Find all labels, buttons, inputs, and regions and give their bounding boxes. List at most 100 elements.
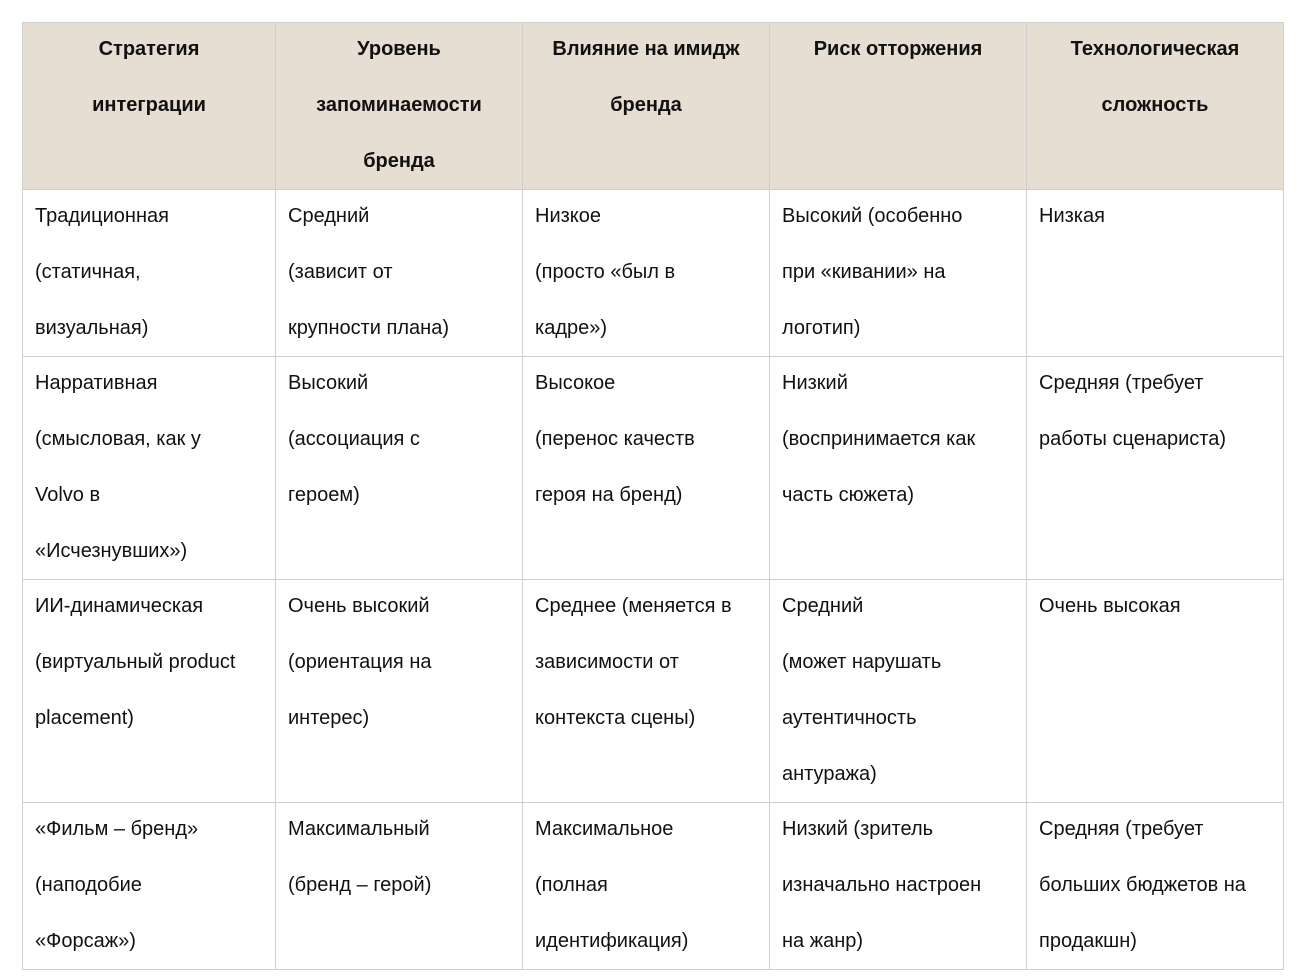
table-row: Нарративная (смысловая, как у Volvo в «Исче… [22,355,1284,580]
table-cell: Очень высокий (ориентация на интерес) [275,578,523,803]
cell-line: (бренд – герой) [288,874,432,896]
cell-content: Стратегия интеграции [35,21,263,133]
table-cell: Среднее (меняется в зависимости от контекс… [522,578,770,803]
table-cell: Очень высокая [1026,578,1284,803]
header-cell: Стратегия интеграции [22,21,276,190]
cell-line: Влияние на имидж [552,38,740,60]
cell-content: Низкий (зритель изначально настроен на жан… [782,801,1014,969]
cell-line: placement) [35,707,134,729]
cell-content: Низкий (воспринимается как часть сюжета) [782,355,1014,523]
table-cell: Средний (может нарушать аутентичность антур… [769,579,1027,803]
cell-line: (ориентация на [288,651,432,673]
cell-line: (просто «был в [535,261,676,283]
cell-line: (может нарушать [782,651,942,673]
cell-line: ИИ-динамическая [35,595,204,617]
cell-content: Очень высокая [1039,578,1271,634]
table-cell: Максимальное (полная идентификация) [522,801,770,970]
cell-line: (виртуальный product [35,651,236,673]
cell-line: Низкая [1039,205,1105,227]
cell-line: (перенос качеств [535,428,695,450]
cell-content: Средний (зависит от крупности плана) [288,188,510,356]
cell-content: Низкая [1039,188,1271,244]
cell-line: Традиционная [35,205,169,227]
table-cell: Высокий (ассоциация с героем) [275,355,523,580]
cell-content: Низкое (просто «был в кадре») [535,188,757,356]
cell-line: Уровень [357,38,441,60]
cell-line: Volvo в [35,484,101,506]
cell-line: «Форсаж») [35,930,136,952]
header-row: Стратегия интеграции Уровень запоминаемости… [22,21,1284,190]
table-cell: Максимальный (бренд – герой) [275,801,523,970]
cell-line: Максимальное [535,818,674,840]
cell-content: Традиционная (статичная, визуальная) [35,188,263,356]
header-cell: Влияние на имидж бренда [522,21,770,190]
cell-line: (воспринимается как [782,428,976,450]
table-cell: «Фильм – бренд» (наподобие «Форсаж») [22,801,276,970]
cell-line: Средний [288,205,370,227]
table-cell: Средняя (требует больших бюджетов на прода… [1026,801,1284,970]
cell-line: интеграции [92,94,206,116]
table-row: «Фильм – бренд» (наподобие «Форсаж») Максим… [22,801,1284,970]
cell-line: часть сюжета) [782,484,915,506]
cell-line: больших бюджетов на [1039,874,1246,896]
cell-line: (полная [535,874,608,896]
header-cell: Технологическая сложность [1026,21,1284,190]
cell-line: на жанр) [782,930,864,952]
cell-line: Очень высокая [1039,595,1181,617]
cell-content: Технологическая сложность [1039,21,1271,133]
cell-line: Максимальный [288,818,430,840]
table-cell: ИИ-динамическая (виртуальный product place… [22,578,276,803]
cell-line: крупности плана) [288,317,449,339]
table-cell: Низкий (зритель изначально настроен на жан… [769,801,1027,970]
cell-line: Низкое [535,205,602,227]
cell-content: Влияние на имидж бренда [535,21,757,133]
cell-line: Очень высокий [288,595,430,617]
table-cell: Нарративная (смысловая, как у Volvo в «Исче… [22,355,276,580]
cell-line: зависимости от [535,651,679,673]
cell-line: аутентичность [782,707,917,729]
cell-line: продакшн) [1039,930,1137,952]
cell-line: (зависит от [288,261,393,283]
cell-content: Среднее (меняется в зависимости от контекс… [535,578,757,746]
cell-content: Средняя (требует работы сценариста) [1039,355,1271,467]
cell-line: Среднее (меняется в [535,595,732,617]
cell-line: Высокое [535,372,616,394]
cell-line: героя на бренд) [535,484,683,506]
cell-content: Нарративная (смысловая, как у Volvo в «Исче… [35,355,263,579]
cell-content: Риск отторжения [782,21,1014,77]
cell-line: Средний [782,595,864,617]
cell-line: антуража) [782,763,877,785]
cell-line: Высокий (особенно [782,205,963,227]
cell-line: изначально настроен [782,874,982,896]
cell-content: Средняя (требует больших бюджетов на прода… [1039,801,1271,969]
table-cell: Высокий (особенно при «кивании» на логотип… [769,189,1027,357]
cell-content: ИИ-динамическая (виртуальный product place… [35,578,263,746]
cell-line: «Фильм – бренд» [35,818,199,840]
cell-line: визуальная) [35,317,149,339]
table-cell: Средняя (требует работы сценариста) [1026,355,1284,580]
table-cell: Низкое (просто «был в кадре») [522,188,770,357]
cell-content: Максимальный (бренд – герой) [288,801,510,913]
cell-line: Стратегия [98,38,200,60]
cell-line: (смысловая, как у [35,428,201,450]
cell-line: (ассоциация с [288,428,420,450]
cell-line: запоминаемости [316,94,482,116]
cell-content: «Фильм – бренд» (наподобие «Форсаж») [35,801,263,969]
cell-content: Максимальное (полная идентификация) [535,801,757,969]
cell-line: героем) [288,484,360,506]
cell-line: Нарративная [35,372,158,394]
cell-content: Высокий (ассоциация с героем) [288,355,510,523]
cell-line: Низкий [782,372,848,394]
cell-line: Высокий [288,372,369,394]
cell-content: Очень высокий (ориентация на интерес) [288,578,510,746]
table-cell: Низкий (воспринимается как часть сюжета) [769,355,1027,580]
cell-line: (статичная, [35,261,141,283]
cell-line: сложность [1101,94,1209,116]
cell-line: бренда [363,150,435,172]
table-cell: Низкая [1026,188,1284,357]
cell-line: бренда [610,94,682,116]
cell-line: работы сценариста) [1039,428,1227,450]
cell-content: Уровень запоминаемости бренда [288,21,510,189]
cell-line: Риск отторжения [813,38,983,60]
